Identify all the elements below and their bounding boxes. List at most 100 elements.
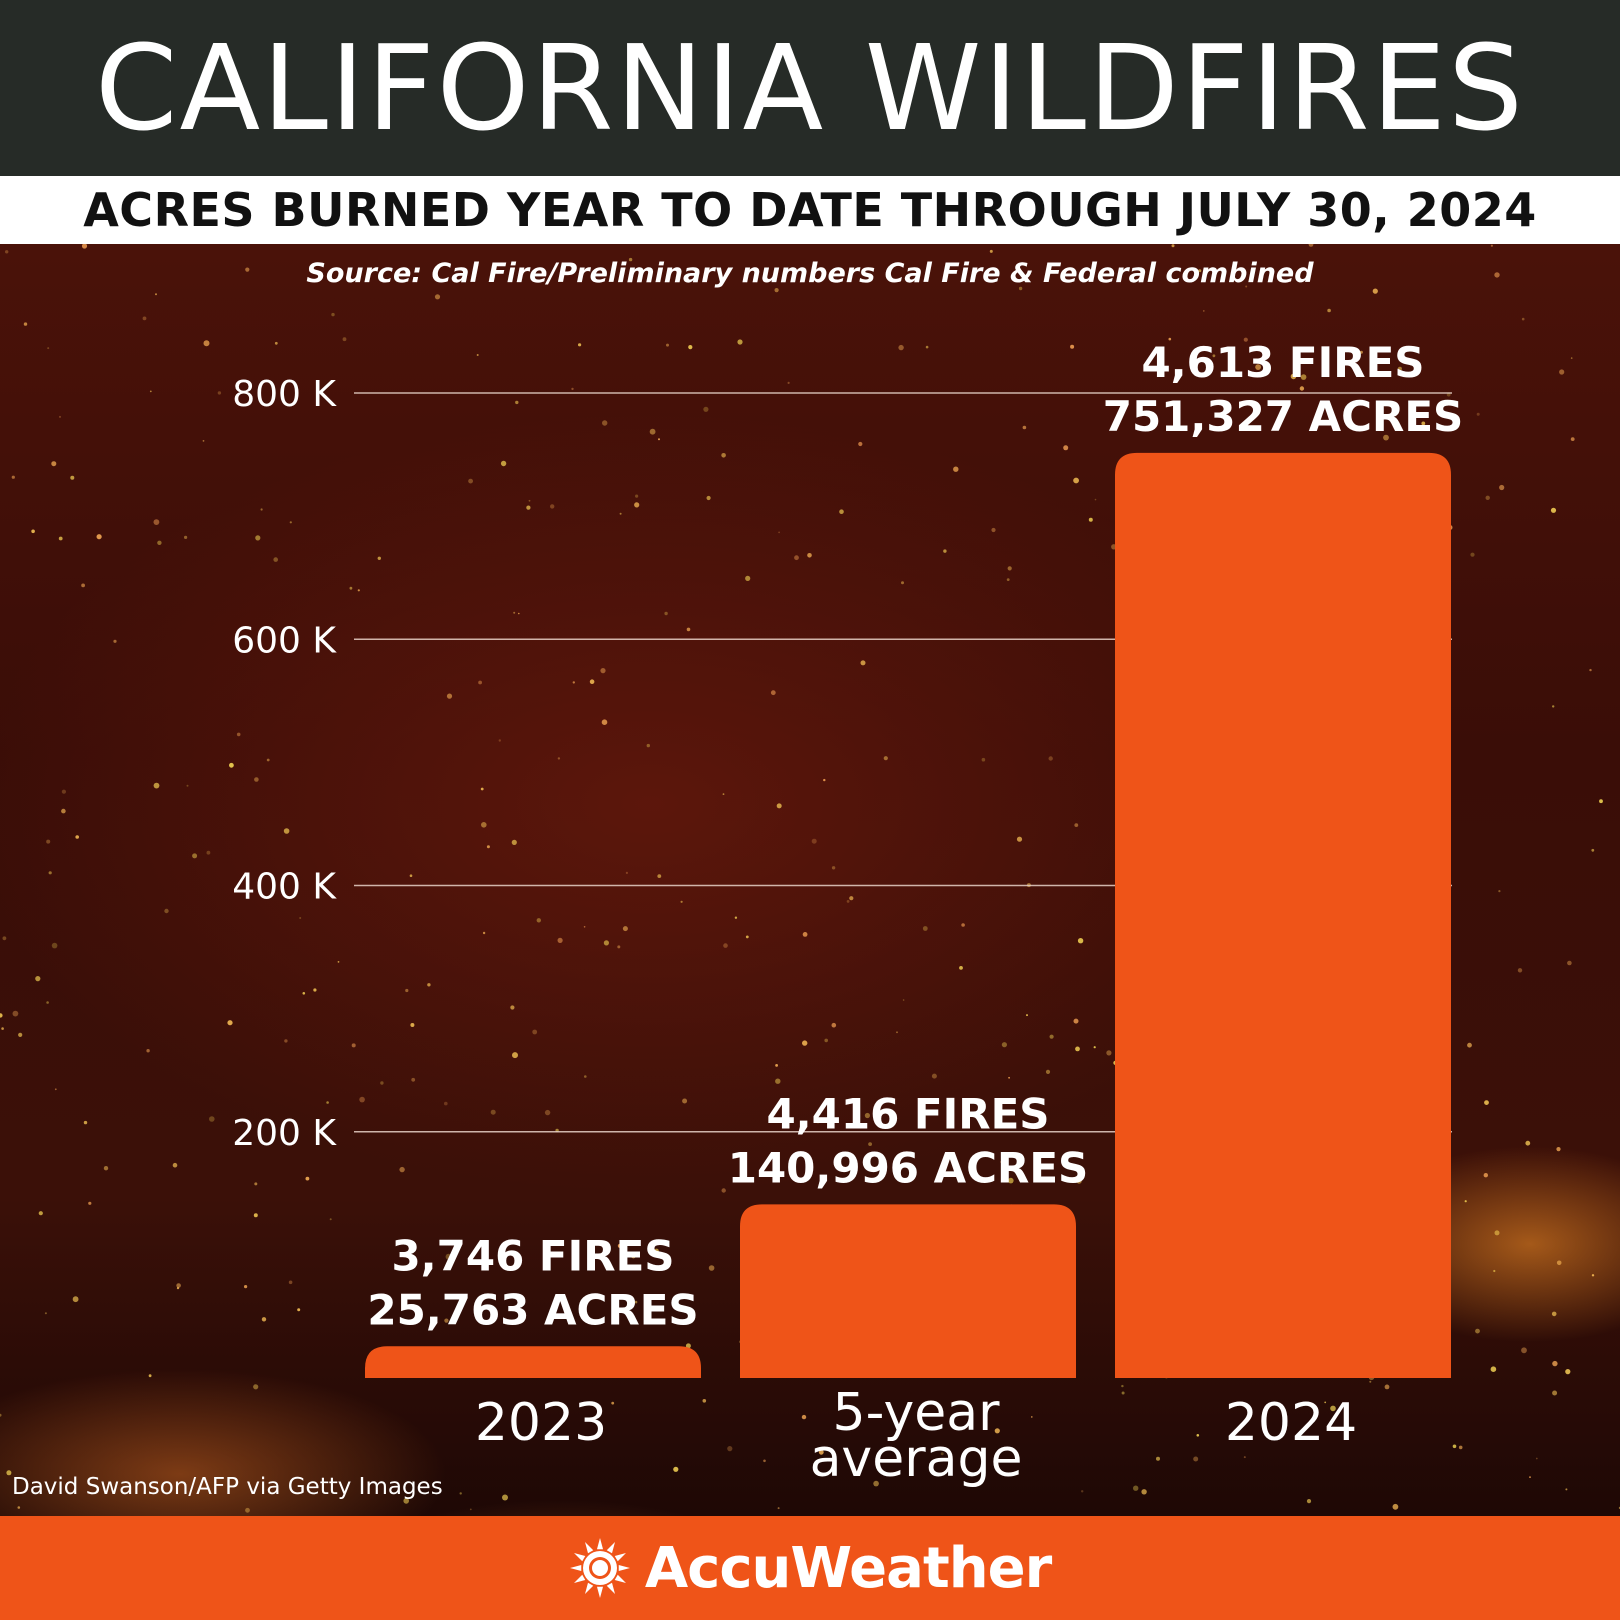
ember-dot xyxy=(480,787,484,791)
ember-dot xyxy=(634,502,640,508)
ember-dot xyxy=(1535,1457,1538,1460)
ember-dot xyxy=(583,926,586,928)
ember-dot xyxy=(1081,1490,1084,1493)
ember-dot xyxy=(299,917,302,919)
ember-dot xyxy=(1168,337,1172,341)
ember-dot xyxy=(802,1040,808,1046)
ember-dot xyxy=(1517,968,1523,973)
ember-dot xyxy=(1525,1140,1531,1146)
ember-dot xyxy=(544,1109,551,1116)
y-tick-label: 400 K xyxy=(232,867,337,908)
ember-dot xyxy=(399,1166,405,1173)
y-tick-label: 600 K xyxy=(232,620,337,661)
ember-dot xyxy=(1392,1503,1399,1510)
ember-dot xyxy=(601,719,608,725)
sun-ray xyxy=(596,1586,603,1598)
ember-dot xyxy=(444,1101,448,1106)
ember-dot xyxy=(510,1005,515,1010)
ember-dot xyxy=(635,494,639,498)
sun-ray xyxy=(614,1574,626,1583)
ember-dot xyxy=(1476,412,1480,416)
ember-dot xyxy=(528,499,531,502)
ember-dot xyxy=(532,1029,538,1035)
ember-dot xyxy=(1106,1050,1112,1056)
ember-dot xyxy=(6,1470,12,1476)
sun-ray xyxy=(573,1574,586,1583)
ember-dot xyxy=(203,340,210,347)
ember-dot xyxy=(61,789,66,794)
ember-dot xyxy=(794,555,799,561)
ember-dot xyxy=(860,660,866,666)
ember-dot xyxy=(864,1112,871,1119)
ember-dot xyxy=(846,900,850,903)
ember-dot xyxy=(723,943,728,948)
x-category-label: 5-year xyxy=(833,1383,1001,1443)
ember-dot xyxy=(1556,1260,1562,1266)
ember-dot xyxy=(254,1182,258,1186)
ember-dot xyxy=(1494,1230,1500,1236)
source-note: Source: Cal Fire/Preliminary numbers Cal… xyxy=(306,258,1314,289)
ember-dot xyxy=(476,354,479,356)
brand-logo[interactable]: AccuWeather xyxy=(569,1536,1052,1601)
ember-dot xyxy=(1383,434,1389,441)
ember-dot xyxy=(302,992,306,995)
ember-dot xyxy=(405,988,409,993)
ember-dot xyxy=(72,1296,79,1303)
ember-dot xyxy=(81,583,85,588)
chart-subtitle: ACRES BURNED YEAR TO DATE THROUGH JULY 3… xyxy=(83,183,1537,237)
ember-dot xyxy=(12,1010,19,1017)
bar-data-label: 4,416 FIRES xyxy=(766,1089,1049,1138)
ember-dot xyxy=(186,784,189,787)
ember-dot xyxy=(153,519,160,525)
ember-dot xyxy=(1359,350,1363,354)
ember-dot xyxy=(469,1508,472,1511)
ember-dot xyxy=(902,999,905,1001)
ember-dot xyxy=(444,1318,449,1323)
ember-dot xyxy=(1077,938,1084,944)
ember-dot xyxy=(478,680,482,685)
ember-dot xyxy=(778,531,780,534)
ember-dot xyxy=(557,937,563,944)
ember-dot xyxy=(703,406,709,412)
ember-dot xyxy=(409,874,413,877)
ember-dot xyxy=(1452,1444,1457,1449)
ember-dot xyxy=(600,668,606,674)
ember-dot xyxy=(1475,1328,1480,1334)
ember-dot xyxy=(940,1452,944,1456)
page-title: CALIFORNIA WILDFIRES xyxy=(95,19,1525,157)
ember-dot xyxy=(702,1399,707,1403)
ember-dot xyxy=(1327,308,1331,313)
ember-dot xyxy=(630,1253,636,1259)
ember-dot xyxy=(157,540,162,545)
ember-dot xyxy=(1565,1488,1568,1491)
ember-dot xyxy=(602,420,608,426)
ember-dot xyxy=(807,553,812,558)
ember-dot xyxy=(721,453,726,458)
ember-dot xyxy=(1006,578,1010,581)
ember-dot xyxy=(377,556,381,560)
ember-dot xyxy=(991,527,996,533)
ember-dot xyxy=(1018,286,1023,291)
ember-dot xyxy=(831,866,836,870)
ember-dot xyxy=(654,1248,659,1253)
ember-dot xyxy=(611,1401,615,1405)
ember-dot xyxy=(1470,552,1475,557)
ember-dot xyxy=(658,438,660,441)
ember-dot xyxy=(589,679,595,684)
ember-dot xyxy=(1008,1076,1010,1079)
ember-dot xyxy=(898,344,904,351)
ember-dot xyxy=(518,612,520,615)
sun-ray xyxy=(614,1553,626,1562)
ember-dot xyxy=(284,1039,288,1043)
ember-dot xyxy=(58,536,63,541)
ember-dot xyxy=(1369,1380,1372,1383)
ember-dot xyxy=(1196,1434,1200,1437)
ember-dot xyxy=(349,586,353,590)
ember-dot xyxy=(1490,1366,1497,1372)
ember-dot xyxy=(925,345,929,349)
ember-dot xyxy=(313,988,317,992)
ember-dot xyxy=(59,415,61,418)
ember-dot xyxy=(787,381,790,384)
ember-dot xyxy=(38,1211,43,1216)
